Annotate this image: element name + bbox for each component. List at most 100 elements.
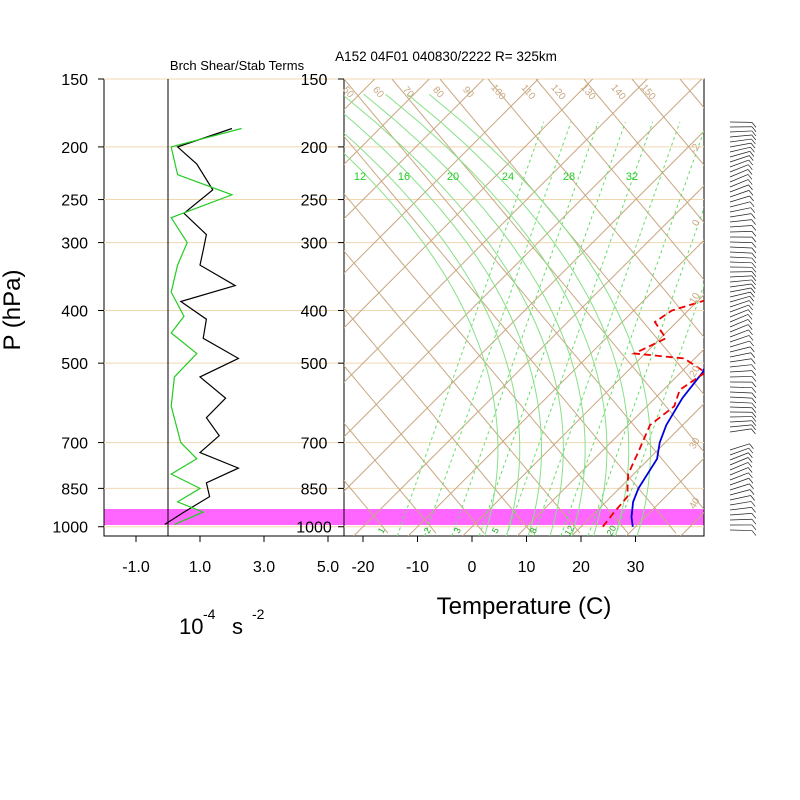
wind-barb <box>729 477 750 486</box>
wind-barb-feather <box>747 467 753 473</box>
dry-adiabat-line <box>344 250 581 534</box>
wind-barb-feather <box>751 262 757 269</box>
wind-barb <box>729 495 751 501</box>
pressure-tick-label-center: 700 <box>301 436 328 453</box>
adiabat-label: 60 <box>370 85 386 101</box>
isotherm-line <box>344 79 648 383</box>
pressure-tick-label-center: 500 <box>301 356 328 373</box>
mixing-ratio-bottom-label: 5 <box>490 526 501 535</box>
wind-barb-feather <box>750 287 756 294</box>
wind-barb <box>729 142 752 148</box>
wind-barb-feather <box>751 381 757 388</box>
wind-barb-feather <box>750 142 756 149</box>
mixing-ratio-label: 24 <box>502 171 514 183</box>
moist-adiabat-line <box>407 93 630 536</box>
wind-barb-feather <box>751 364 756 370</box>
pressure-tick-label-center: 300 <box>301 236 328 253</box>
wind-barb-feather <box>749 340 754 347</box>
edge-label: 40 <box>688 496 703 512</box>
pressure-axis-title: P (hPa) <box>0 270 26 351</box>
mixing-ratio-label: 20 <box>447 171 459 183</box>
mixing-ratio-line <box>424 121 572 536</box>
wind-barb-feather <box>749 443 754 449</box>
wind-barb-feather <box>751 387 757 393</box>
pressure-tick-label-center: 200 <box>301 140 328 157</box>
wind-barb <box>729 225 752 228</box>
wind-barb <box>729 420 752 423</box>
wind-barb <box>729 256 752 259</box>
left-x-tick-label: -1.0 <box>122 559 150 576</box>
isotherm-line <box>571 403 704 536</box>
wind-barb-feather <box>751 370 757 376</box>
dry-adiabat-line <box>535 79 704 281</box>
wind-barb <box>729 201 751 208</box>
wind-barb-feather <box>747 174 753 180</box>
isotherm-line <box>344 79 430 165</box>
wind-barb <box>729 462 749 471</box>
wind-barb <box>729 346 751 353</box>
wind-barb-feather <box>751 257 757 264</box>
wind-barb-feather <box>751 428 756 435</box>
wind-barb <box>729 241 752 243</box>
wind-barb <box>729 287 752 293</box>
wind-barb-feather <box>751 236 757 243</box>
wind-barb-feather <box>747 457 753 463</box>
wind-barb <box>729 207 751 213</box>
isotherm-line <box>353 185 704 536</box>
dry-adiabat-line <box>344 307 533 534</box>
wind-barb <box>729 155 750 163</box>
moist-adiabat-line <box>344 152 499 536</box>
pressure-tick-label-center: 150 <box>301 72 328 89</box>
wind-barb-feather <box>751 130 757 137</box>
adiabat-label: 80 <box>430 85 446 101</box>
wind-barb-feather <box>751 275 757 282</box>
dry-adiabat-line <box>344 79 704 511</box>
pressure-tick-label-left: 700 <box>61 436 88 453</box>
wind-barb-feather <box>748 190 754 196</box>
stability-term-line <box>169 127 242 525</box>
temperature-tick-label: 30 <box>627 559 645 576</box>
wind-barb <box>729 489 751 496</box>
wind-barb-feather <box>747 319 753 325</box>
dry-adiabat-line <box>776 79 800 533</box>
wind-barb-feather <box>751 225 757 231</box>
temperature-tick-label: 10 <box>518 559 536 576</box>
wind-barb-feather <box>748 159 754 166</box>
wind-barb <box>729 472 749 481</box>
wind-barb-feather <box>749 296 755 302</box>
temperature-line <box>630 366 704 527</box>
wind-barb <box>729 195 750 203</box>
dry-adiabat-line <box>583 79 704 224</box>
wind-barb <box>729 146 751 153</box>
units-unit: s <box>232 614 243 639</box>
wind-barb <box>729 309 749 318</box>
mixing-ratio-line <box>505 121 654 536</box>
wind-barb <box>729 151 750 158</box>
dry-adiabat-line <box>487 79 704 338</box>
mixing-ratio-label: 28 <box>563 171 575 183</box>
wind-barb <box>729 169 749 178</box>
wind-barb <box>729 213 752 218</box>
wind-barb <box>729 386 752 389</box>
dry-adiabat-line <box>344 135 677 534</box>
edge-label: 20 <box>688 364 703 380</box>
moist-adiabat-line <box>363 93 586 536</box>
wind-barb-feather <box>751 219 756 225</box>
wind-barb-feather <box>749 346 755 353</box>
wind-barb <box>729 507 752 511</box>
wind-barb <box>729 246 752 249</box>
wind-barb <box>729 275 752 278</box>
pressure-tick-label-left: 400 <box>61 303 88 320</box>
wind-barb-feather <box>751 358 756 364</box>
wind-barb-feather <box>751 518 757 525</box>
units-base: 10 <box>179 614 203 639</box>
edge-label: -2 <box>689 142 703 156</box>
isotherm-line <box>407 239 704 536</box>
mixing-ratio-line <box>478 121 626 536</box>
isotherm-line <box>344 79 703 438</box>
wind-barb <box>729 219 752 223</box>
wind-barb <box>729 190 750 198</box>
mixing-ratio-label: 32 <box>626 171 638 183</box>
mixing-ratio-bottom-label: 8 <box>528 526 539 535</box>
